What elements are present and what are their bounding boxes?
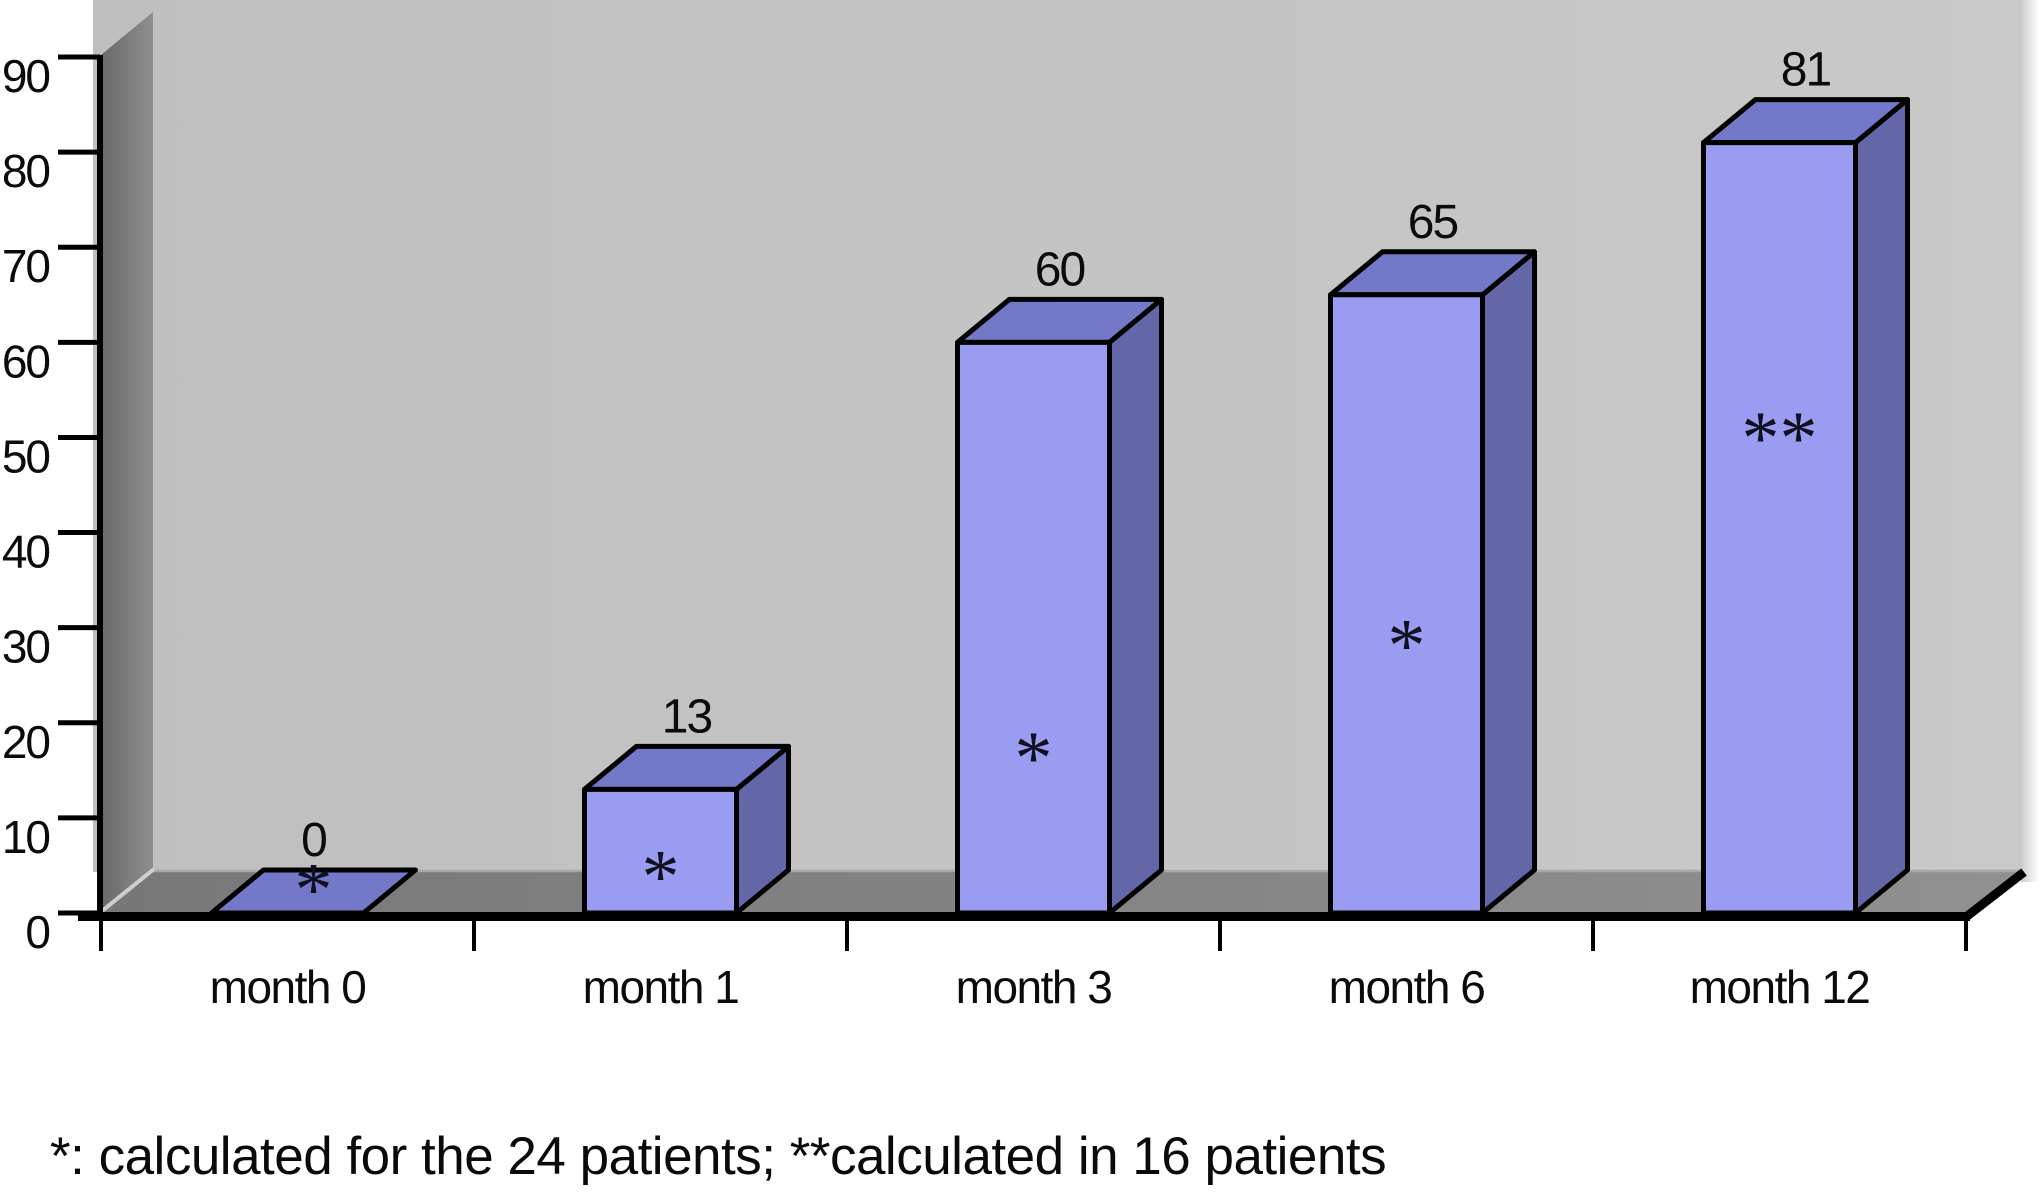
y-tick-label: 50 xyxy=(2,430,50,482)
wall-edge-shadow xyxy=(2021,0,2039,882)
bar-value-label: 81 xyxy=(1781,44,1831,97)
bar-month-12-side xyxy=(1853,97,1910,916)
x-category-label: month 6 xyxy=(1329,961,1485,1013)
left-wall xyxy=(101,12,153,913)
y-tick-label: 30 xyxy=(2,621,50,673)
footnote: *: calculated for the 24 patients; **cal… xyxy=(50,1127,1387,1186)
floor-corner-highlight xyxy=(100,867,156,913)
y-tick-label: 40 xyxy=(2,526,50,578)
bar-month-6-side xyxy=(1480,249,1537,916)
bar-annotation: * xyxy=(642,835,680,919)
bar-month-3-side xyxy=(1107,296,1164,916)
bar-month-0-top xyxy=(209,867,418,916)
x-category-label: month 12 xyxy=(1690,961,1870,1013)
y-tick-label: 70 xyxy=(2,240,50,292)
bar-month-12-front xyxy=(1701,140,1858,916)
bar-month-6-front xyxy=(1328,292,1485,916)
bar-annotation: * xyxy=(295,848,333,932)
bar-value-label: 0 xyxy=(301,814,326,867)
y-tick-label: 60 xyxy=(2,335,50,387)
bar-annotation: * xyxy=(1015,717,1053,801)
x-category-label: month 3 xyxy=(956,961,1112,1013)
bar-month-3-front xyxy=(955,339,1112,916)
x-axis-right-corner xyxy=(1963,868,2027,921)
bar-annotation: * xyxy=(1388,604,1426,688)
bar-month-1-front xyxy=(582,786,739,916)
bar-annotation: ** xyxy=(1742,397,1818,481)
bar-value-label: 60 xyxy=(1035,243,1085,296)
y-tick-label: 0 xyxy=(25,906,49,958)
y-tick-label: 80 xyxy=(2,145,50,197)
x-category-label: month 1 xyxy=(583,961,739,1013)
x-category-label: month 0 xyxy=(210,961,366,1013)
y-tick-label: 20 xyxy=(2,716,50,768)
y-tick-label: 10 xyxy=(2,811,50,863)
bar-value-label: 65 xyxy=(1408,196,1458,249)
y-axis-line xyxy=(97,55,103,921)
y-tick-label: 90 xyxy=(2,50,50,102)
x-axis-line xyxy=(78,912,1970,921)
bar-value-label: 13 xyxy=(662,690,712,743)
